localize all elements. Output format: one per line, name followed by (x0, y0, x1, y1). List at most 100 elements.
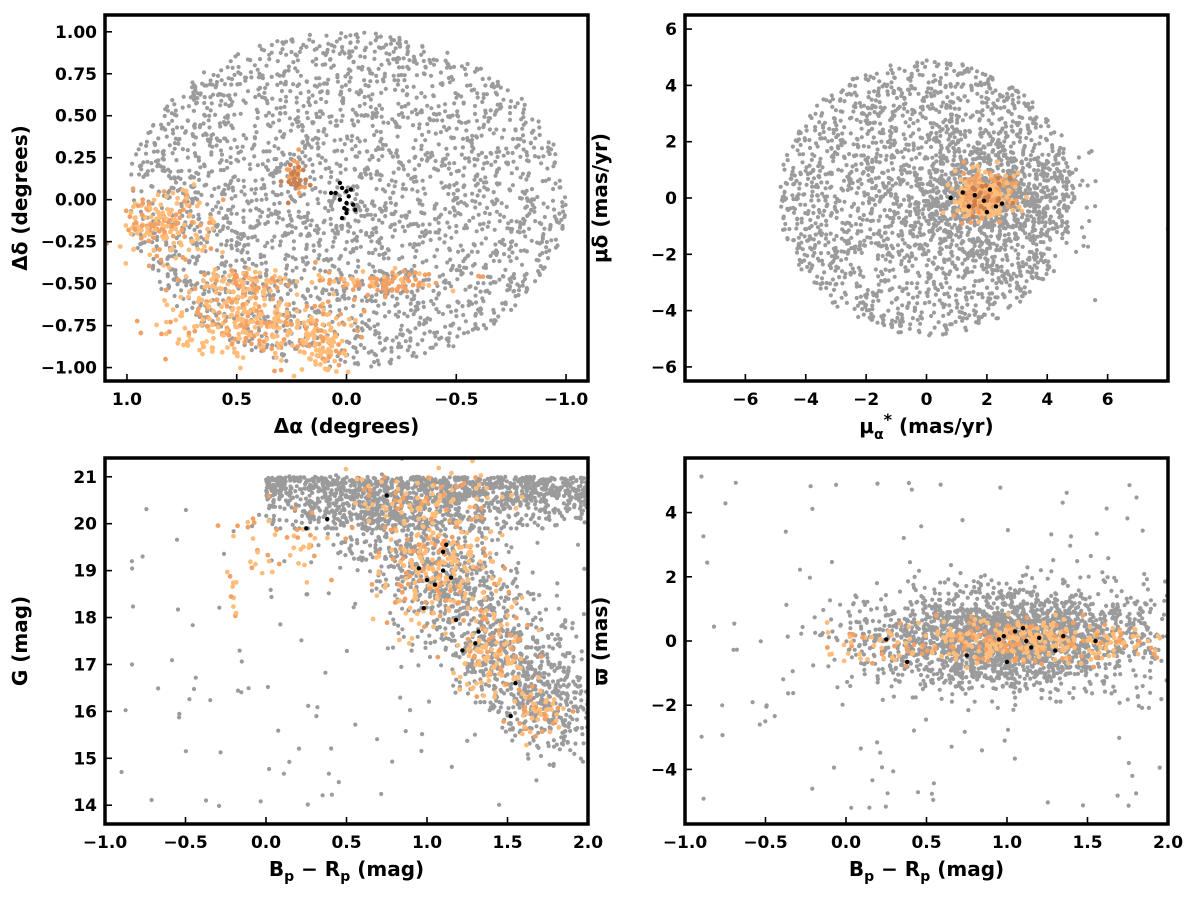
field-star-point (153, 159, 159, 164)
field-star-point (974, 109, 980, 114)
field-star-point (282, 70, 287, 75)
field-star-point (899, 262, 904, 267)
field-star-point (842, 238, 847, 243)
field-star-point (438, 130, 443, 135)
field-star-point (129, 172, 134, 177)
field-star-point (412, 263, 417, 268)
field-star-point (877, 160, 882, 165)
member-star-point (276, 325, 282, 331)
field-star-point (159, 122, 164, 127)
field-star-point (241, 156, 247, 161)
field-star-point (865, 192, 871, 197)
field-star-point (878, 153, 883, 158)
field-star-point (818, 136, 823, 141)
member-star-point (410, 282, 416, 288)
field-star-point (427, 155, 433, 160)
field-star-point (266, 140, 271, 145)
field-star-point (1052, 130, 1057, 135)
field-star-point (345, 71, 351, 76)
member-star-point (138, 236, 144, 241)
field-star-point (275, 82, 280, 87)
field-star-point (398, 332, 403, 337)
field-star-point (356, 119, 361, 124)
field-star-point (824, 204, 829, 209)
field-star-point (501, 97, 506, 102)
field-star-point (1020, 294, 1025, 299)
field-star-point (1027, 289, 1032, 294)
field-star-point (164, 134, 169, 139)
field-star-point (323, 158, 328, 163)
field-star-point (478, 289, 483, 294)
member-star-point (324, 312, 330, 318)
field-star-point (899, 312, 905, 317)
member-star-point (406, 278, 412, 284)
field-star-point (485, 288, 490, 293)
field-star-point (372, 269, 377, 274)
field-star-point (533, 279, 538, 284)
member-star-point (328, 327, 333, 333)
field-star-point (301, 42, 306, 48)
field-star-point (390, 154, 395, 159)
field-star-point (172, 146, 177, 151)
field-star-point (323, 62, 328, 67)
member-star-point (296, 190, 302, 196)
field-star-point (874, 151, 880, 156)
field-star-point (171, 186, 176, 191)
member-star-point (416, 282, 422, 288)
field-star-point (259, 197, 264, 202)
field-star-point (304, 262, 309, 267)
field-star-point (242, 243, 247, 249)
member-star-point (417, 271, 422, 277)
field-star-point (355, 136, 360, 141)
field-star-point (363, 170, 368, 175)
member-star-point (146, 263, 152, 269)
field-star-point (964, 316, 970, 321)
field-star-point (480, 99, 485, 105)
field-star-point (451, 344, 456, 349)
field-star-point (218, 148, 224, 153)
field-star-point (826, 240, 831, 245)
field-star-point (418, 315, 423, 320)
member-star-point (163, 319, 169, 325)
field-star-point (941, 270, 946, 276)
field-star-point (317, 76, 322, 81)
field-star-point (443, 286, 448, 291)
field-star-point (377, 103, 382, 108)
field-star-point (885, 139, 891, 145)
field-star-point (374, 169, 380, 174)
field-star-point (781, 216, 786, 221)
field-star-point (219, 262, 224, 267)
member-star-point (381, 274, 387, 280)
field-star-point (953, 293, 959, 298)
member-star-point (257, 341, 262, 347)
field-star-point (354, 90, 359, 95)
member-star-point (286, 179, 292, 185)
field-star-point (451, 198, 456, 203)
field-star-point (368, 104, 373, 110)
field-star-point (481, 265, 486, 270)
member-star-point (196, 306, 201, 312)
field-star-point (902, 96, 907, 101)
field-star-point (941, 100, 946, 105)
field-star-point (184, 283, 189, 288)
field-star-point (239, 189, 244, 194)
field-star-point (479, 241, 484, 246)
member-star-point (278, 179, 284, 184)
field-star-point (495, 83, 500, 88)
field-star-point (187, 260, 192, 265)
field-star-point (873, 155, 879, 160)
field-star-point (955, 72, 960, 78)
field-star-point (1053, 154, 1058, 159)
field-star-point (876, 253, 881, 258)
member-star-point (249, 341, 254, 347)
field-star-point (513, 104, 518, 109)
field-star-point (1044, 117, 1049, 122)
member-star-point (367, 283, 373, 289)
field-star-point (165, 255, 170, 260)
field-star-point (452, 213, 457, 218)
field-star-point (905, 281, 910, 286)
field-star-point (447, 225, 452, 230)
field-star-point (876, 282, 881, 287)
field-star-point (500, 274, 505, 279)
